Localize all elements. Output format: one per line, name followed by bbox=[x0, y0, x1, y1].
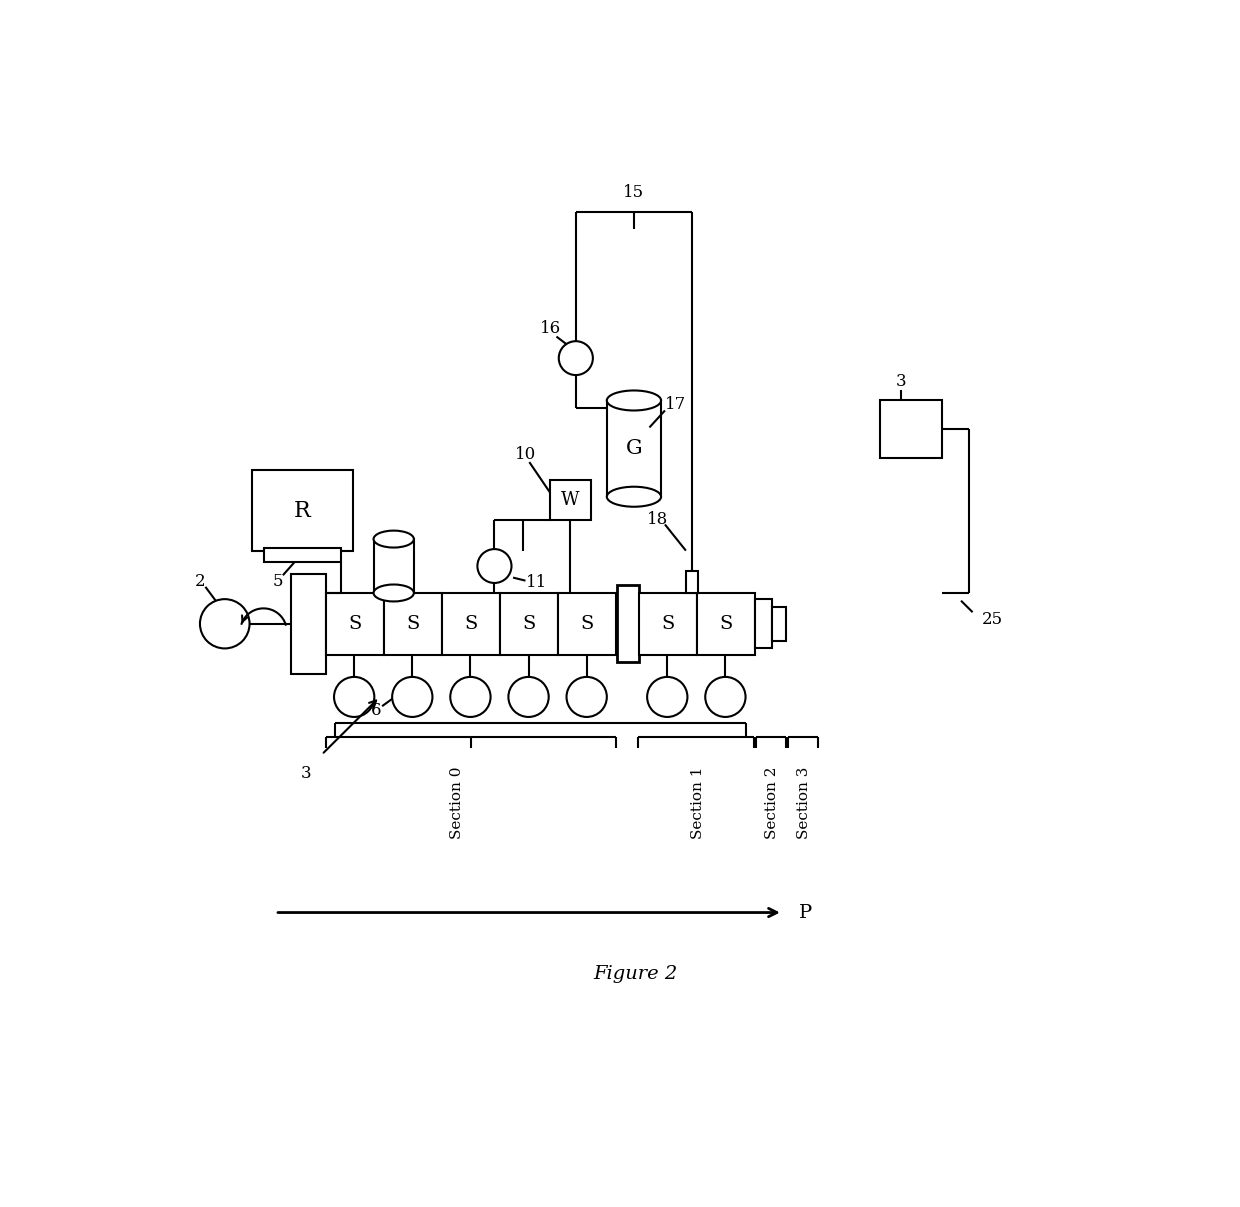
Circle shape bbox=[334, 677, 374, 717]
Bar bbox=[500, 593, 558, 654]
Text: 5: 5 bbox=[273, 573, 283, 590]
Text: 15: 15 bbox=[624, 185, 645, 202]
Ellipse shape bbox=[373, 584, 414, 601]
Text: 3: 3 bbox=[301, 765, 311, 782]
Text: 10: 10 bbox=[515, 445, 536, 462]
Bar bbox=[383, 593, 441, 654]
Text: S: S bbox=[661, 614, 675, 632]
Bar bbox=[686, 571, 698, 593]
Circle shape bbox=[706, 677, 745, 717]
Circle shape bbox=[647, 677, 687, 717]
Bar bbox=[441, 593, 500, 654]
Circle shape bbox=[392, 677, 433, 717]
Text: 18: 18 bbox=[646, 512, 668, 529]
Text: Figure 2: Figure 2 bbox=[594, 966, 677, 984]
Text: 11: 11 bbox=[526, 575, 547, 591]
Bar bbox=[606, 401, 661, 497]
Text: 3: 3 bbox=[897, 373, 906, 390]
Bar bbox=[325, 593, 383, 654]
Text: S: S bbox=[719, 614, 733, 632]
Bar bbox=[755, 599, 771, 648]
Bar bbox=[771, 607, 786, 641]
Text: S: S bbox=[348, 614, 361, 632]
Text: Section 0: Section 0 bbox=[450, 766, 464, 839]
Bar bbox=[252, 470, 352, 550]
Text: 16: 16 bbox=[539, 320, 560, 338]
Circle shape bbox=[508, 677, 548, 717]
Text: 6: 6 bbox=[371, 702, 381, 719]
Text: Section 2: Section 2 bbox=[765, 766, 779, 839]
Text: Section 3: Section 3 bbox=[796, 766, 811, 839]
Ellipse shape bbox=[606, 391, 661, 410]
Text: S: S bbox=[522, 614, 536, 632]
Text: 25: 25 bbox=[981, 612, 1003, 629]
Circle shape bbox=[567, 677, 606, 717]
Bar bbox=[879, 401, 941, 459]
Circle shape bbox=[559, 342, 593, 375]
Text: G: G bbox=[626, 439, 642, 459]
Text: S: S bbox=[405, 614, 419, 632]
Bar bbox=[263, 548, 341, 562]
Text: R: R bbox=[294, 500, 311, 521]
Text: S: S bbox=[464, 614, 477, 632]
Text: P: P bbox=[800, 904, 812, 921]
Circle shape bbox=[477, 549, 511, 583]
Bar bbox=[373, 540, 414, 593]
Circle shape bbox=[450, 677, 491, 717]
Circle shape bbox=[200, 599, 249, 648]
Bar bbox=[290, 573, 325, 674]
Text: W: W bbox=[562, 491, 579, 509]
Ellipse shape bbox=[373, 531, 414, 548]
Bar bbox=[618, 585, 639, 663]
Bar bbox=[697, 593, 755, 654]
Ellipse shape bbox=[606, 486, 661, 507]
Bar bbox=[558, 593, 616, 654]
Bar bbox=[551, 480, 590, 520]
Text: Section 1: Section 1 bbox=[691, 766, 704, 839]
Text: 17: 17 bbox=[665, 396, 687, 413]
Bar bbox=[639, 593, 697, 654]
Text: 2: 2 bbox=[195, 573, 206, 590]
Text: S: S bbox=[580, 614, 594, 632]
